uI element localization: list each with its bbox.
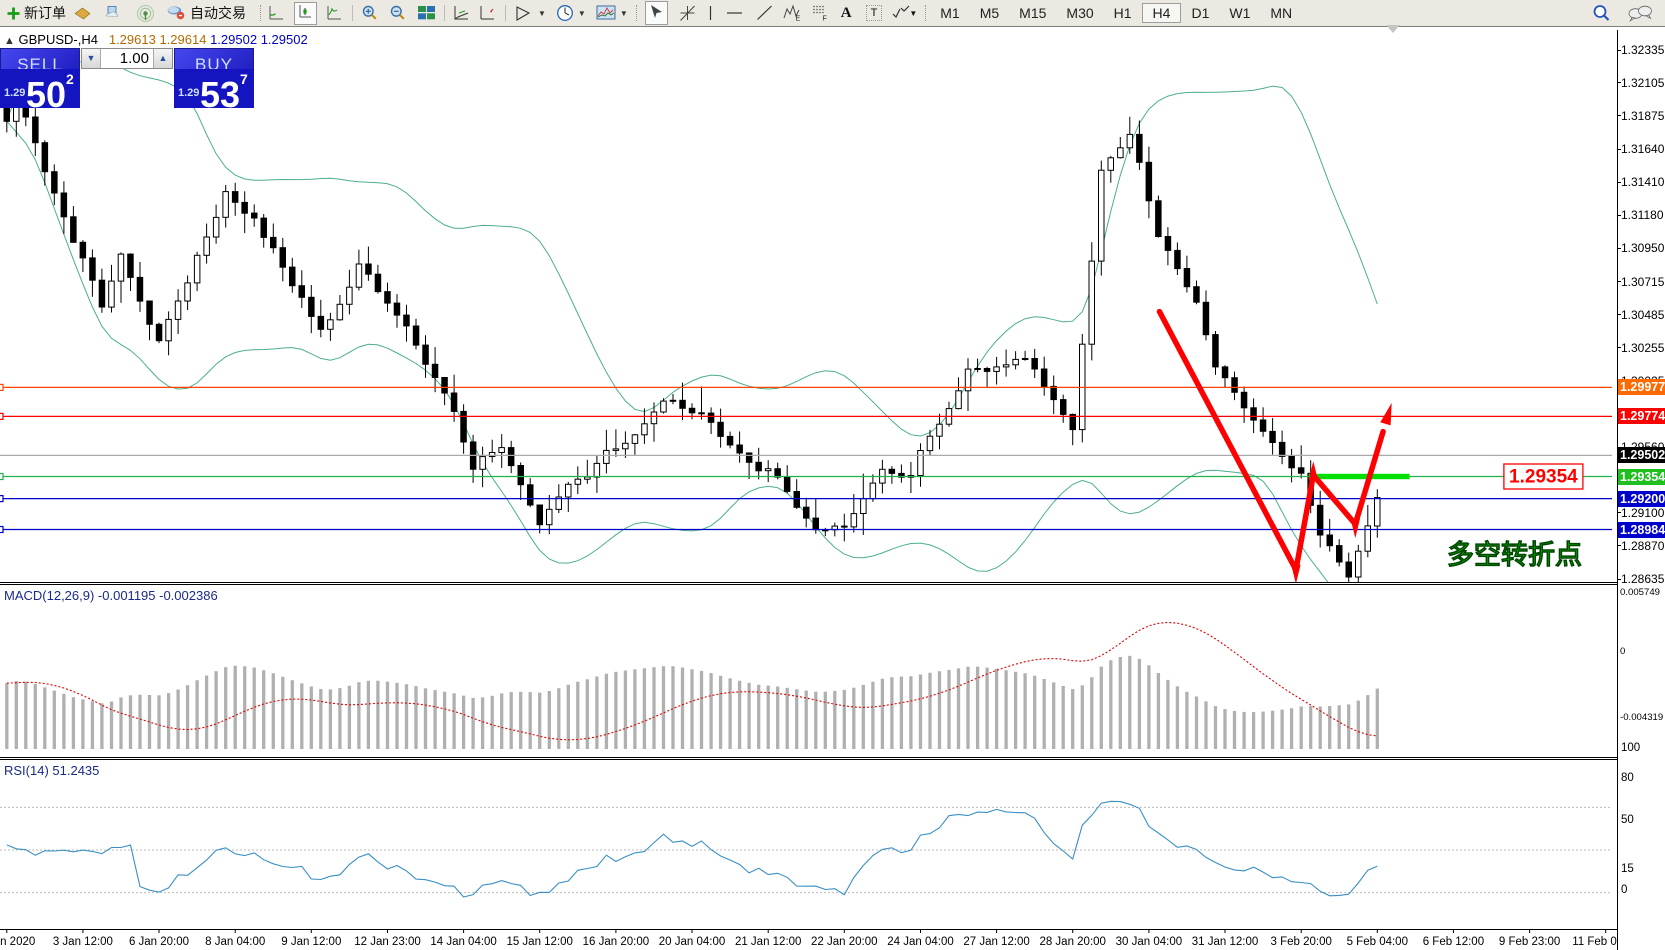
svg-text:24 Jan 04:00: 24 Jan 04:00 bbox=[887, 936, 954, 948]
svg-text:22 Jan 20:00: 22 Jan 20:00 bbox=[811, 936, 878, 948]
svg-text:MACD(12,26,9) -0.001195 -0.002: MACD(12,26,9) -0.001195 -0.002386 bbox=[4, 588, 218, 603]
svg-text:F: F bbox=[822, 16, 826, 22]
svg-text:16 Jan 20:00: 16 Jan 20:00 bbox=[583, 936, 650, 948]
svg-text:9 Jan 12:00: 9 Jan 12:00 bbox=[281, 936, 341, 948]
svg-text:多空转折点: 多空转折点 bbox=[1447, 539, 1582, 570]
svg-text:9 Feb 23:00: 9 Feb 23:00 bbox=[1499, 936, 1560, 948]
svg-text:30 Jan 04:00: 30 Jan 04:00 bbox=[1116, 936, 1183, 948]
svg-text:6 Jan 20:00: 6 Jan 20:00 bbox=[129, 936, 189, 948]
svg-text:14 Jan 04:00: 14 Jan 04:00 bbox=[430, 936, 497, 948]
svg-text:2 Jan 2020: 2 Jan 2020 bbox=[0, 936, 35, 948]
svg-text:31 Jan 12:00: 31 Jan 12:00 bbox=[1192, 936, 1259, 948]
svg-text:12 Jan 23:00: 12 Jan 23:00 bbox=[354, 936, 421, 948]
svg-text:5 Feb 04:00: 5 Feb 04:00 bbox=[1347, 936, 1408, 948]
svg-text:28 Jan 20:00: 28 Jan 20:00 bbox=[1039, 936, 1106, 948]
svg-text:1.29354: 1.29354 bbox=[1509, 467, 1578, 488]
svg-text:21 Jan 12:00: 21 Jan 12:00 bbox=[735, 936, 802, 948]
svg-text:15 Jan 12:00: 15 Jan 12:00 bbox=[506, 936, 573, 948]
svg-text:6 Feb 12:00: 6 Feb 12:00 bbox=[1423, 936, 1484, 948]
svg-text:8 Jan 04:00: 8 Jan 04:00 bbox=[205, 936, 265, 948]
svg-text:E: E bbox=[795, 16, 800, 22]
svg-text:3 Feb 20:00: 3 Feb 20:00 bbox=[1271, 936, 1332, 948]
svg-text:20 Jan 04:00: 20 Jan 04:00 bbox=[659, 936, 726, 948]
svg-text:11 Feb 04:00: 11 Feb 04:00 bbox=[1572, 936, 1618, 948]
svg-text:27 Jan 12:00: 27 Jan 12:00 bbox=[963, 936, 1030, 948]
svg-text:RSI(14) 51.2435: RSI(14) 51.2435 bbox=[4, 763, 99, 778]
svg-text:3 Jan 12:00: 3 Jan 12:00 bbox=[53, 936, 113, 948]
